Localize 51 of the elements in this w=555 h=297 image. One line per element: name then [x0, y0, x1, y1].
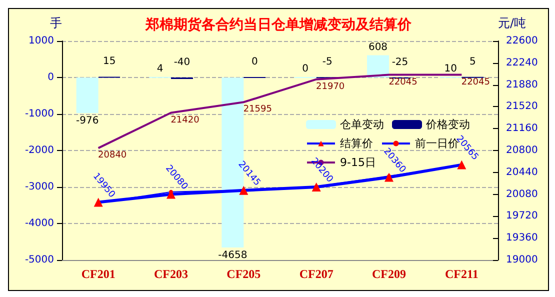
y2-axis-title: 元/吨 [498, 16, 526, 30]
data-label: -40 [174, 57, 190, 68]
y2-tick-label: 19000 [506, 254, 538, 266]
y-tick-label: -2000 [24, 145, 54, 156]
y2-tick-label: 21520 [506, 101, 538, 112]
y2-tick-label: 21880 [506, 79, 538, 90]
x-tick-label: CF203 [154, 267, 188, 281]
data-label: 10 [444, 63, 458, 74]
data-label: 0 [302, 64, 309, 74]
data-label: 15 [102, 56, 116, 68]
y2-tick-label: 22240 [506, 57, 538, 68]
data-label: -5 [322, 56, 332, 68]
x-tick-label: CF201 [81, 267, 116, 281]
data-label: -25 [392, 56, 408, 68]
data-label: 21420 [170, 115, 200, 126]
legend-label: 结算价 [340, 137, 373, 150]
x-tick-label: CF205 [226, 267, 261, 281]
data-label: 21970 [316, 82, 345, 92]
data-label: -4658 [218, 250, 248, 262]
y-tick-label: -5000 [24, 254, 54, 266]
x-tick-label: CF211 [444, 267, 478, 281]
data-label: 5 [469, 56, 476, 68]
legend-label: 9-15日 [340, 156, 376, 169]
y-axis-title: 手 [50, 16, 62, 30]
legend-label: 仓单变动 [340, 118, 384, 131]
legend-label: 价格变动 [425, 118, 470, 131]
y2-tick-label: 21160 [506, 123, 538, 134]
y2-tick-label: 19720 [506, 210, 538, 222]
data-label: 22045 [388, 77, 418, 88]
y2-tick-label: 20440 [506, 166, 538, 178]
data-label: 22045 [461, 77, 490, 88]
y-tick-label: 1000 [28, 36, 54, 46]
y-tick-label: -1000 [24, 108, 54, 120]
y2-tick-label: 20080 [506, 188, 538, 200]
data-label: 4 [156, 63, 164, 74]
y-tick-label: -3000 [24, 182, 54, 192]
y2-tick-label: 19360 [506, 232, 538, 244]
bar [76, 78, 98, 114]
x-tick-label: CF209 [372, 267, 406, 281]
y2-tick-label: 22600 [506, 36, 538, 46]
data-label: 21595 [243, 104, 272, 115]
data-label: -976 [76, 116, 99, 127]
y-tick-label: 0 [48, 72, 54, 83]
y-tick-label: -4000 [24, 218, 54, 229]
data-label: 608 [368, 42, 388, 53]
x-tick-label: CF207 [299, 267, 334, 281]
data-label: 0 [251, 56, 258, 68]
legend-label: 前一日价 [415, 137, 459, 150]
data-label: 20840 [98, 150, 127, 161]
y2-tick-label: 20800 [506, 145, 538, 156]
chart-title: 郑棉期货各合约当日仓单增减变动及结算价 [144, 16, 412, 33]
